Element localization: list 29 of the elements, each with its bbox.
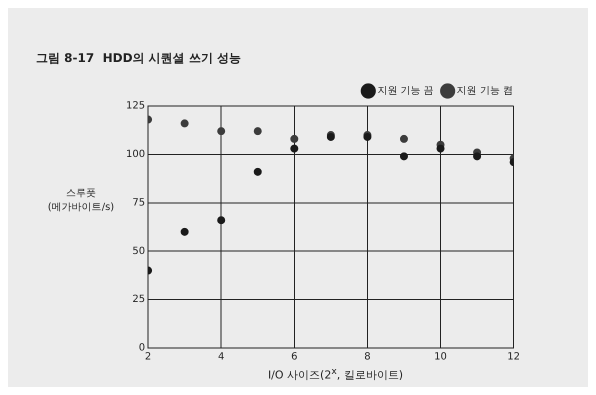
y-tick-label: 25 (132, 294, 146, 306)
x-tick-label: 4 (218, 352, 224, 363)
point (217, 216, 226, 224)
x-tick-label: 12 (507, 352, 520, 363)
y-tick-label: 0 (138, 342, 146, 354)
point (436, 144, 445, 153)
point (400, 152, 408, 160)
point (400, 134, 408, 143)
point (217, 127, 226, 136)
point (180, 228, 189, 236)
y-tick-label: 50 (132, 246, 146, 257)
x-tick-label: 6 (291, 352, 298, 363)
x-tick-label: 2 (144, 352, 152, 363)
point (180, 119, 189, 128)
point (254, 127, 262, 136)
y-tick-label: 125 (126, 100, 146, 112)
x-tick-label: 10 (434, 352, 447, 363)
x-tick-label: 8 (364, 352, 371, 363)
x-axis-title: I/O 사이즈(2$^{x}$, 킬로바이트) (266, 366, 404, 383)
point (254, 168, 262, 176)
point (290, 144, 298, 153)
legend-label: 지원 기능 끔 (377, 86, 434, 97)
y-axis-title: 스루풋 (메가바이트/s) (46, 187, 116, 214)
legend-label: 지원 기능 켬 (456, 86, 513, 97)
chart-title: 그림 8-17 HDD의 시퀀셜 쓰기 성능 (36, 50, 242, 67)
point (290, 134, 298, 143)
y-tick-label: 75 (132, 197, 146, 208)
point (473, 152, 482, 160)
y-tick-label: 100 (126, 148, 146, 160)
